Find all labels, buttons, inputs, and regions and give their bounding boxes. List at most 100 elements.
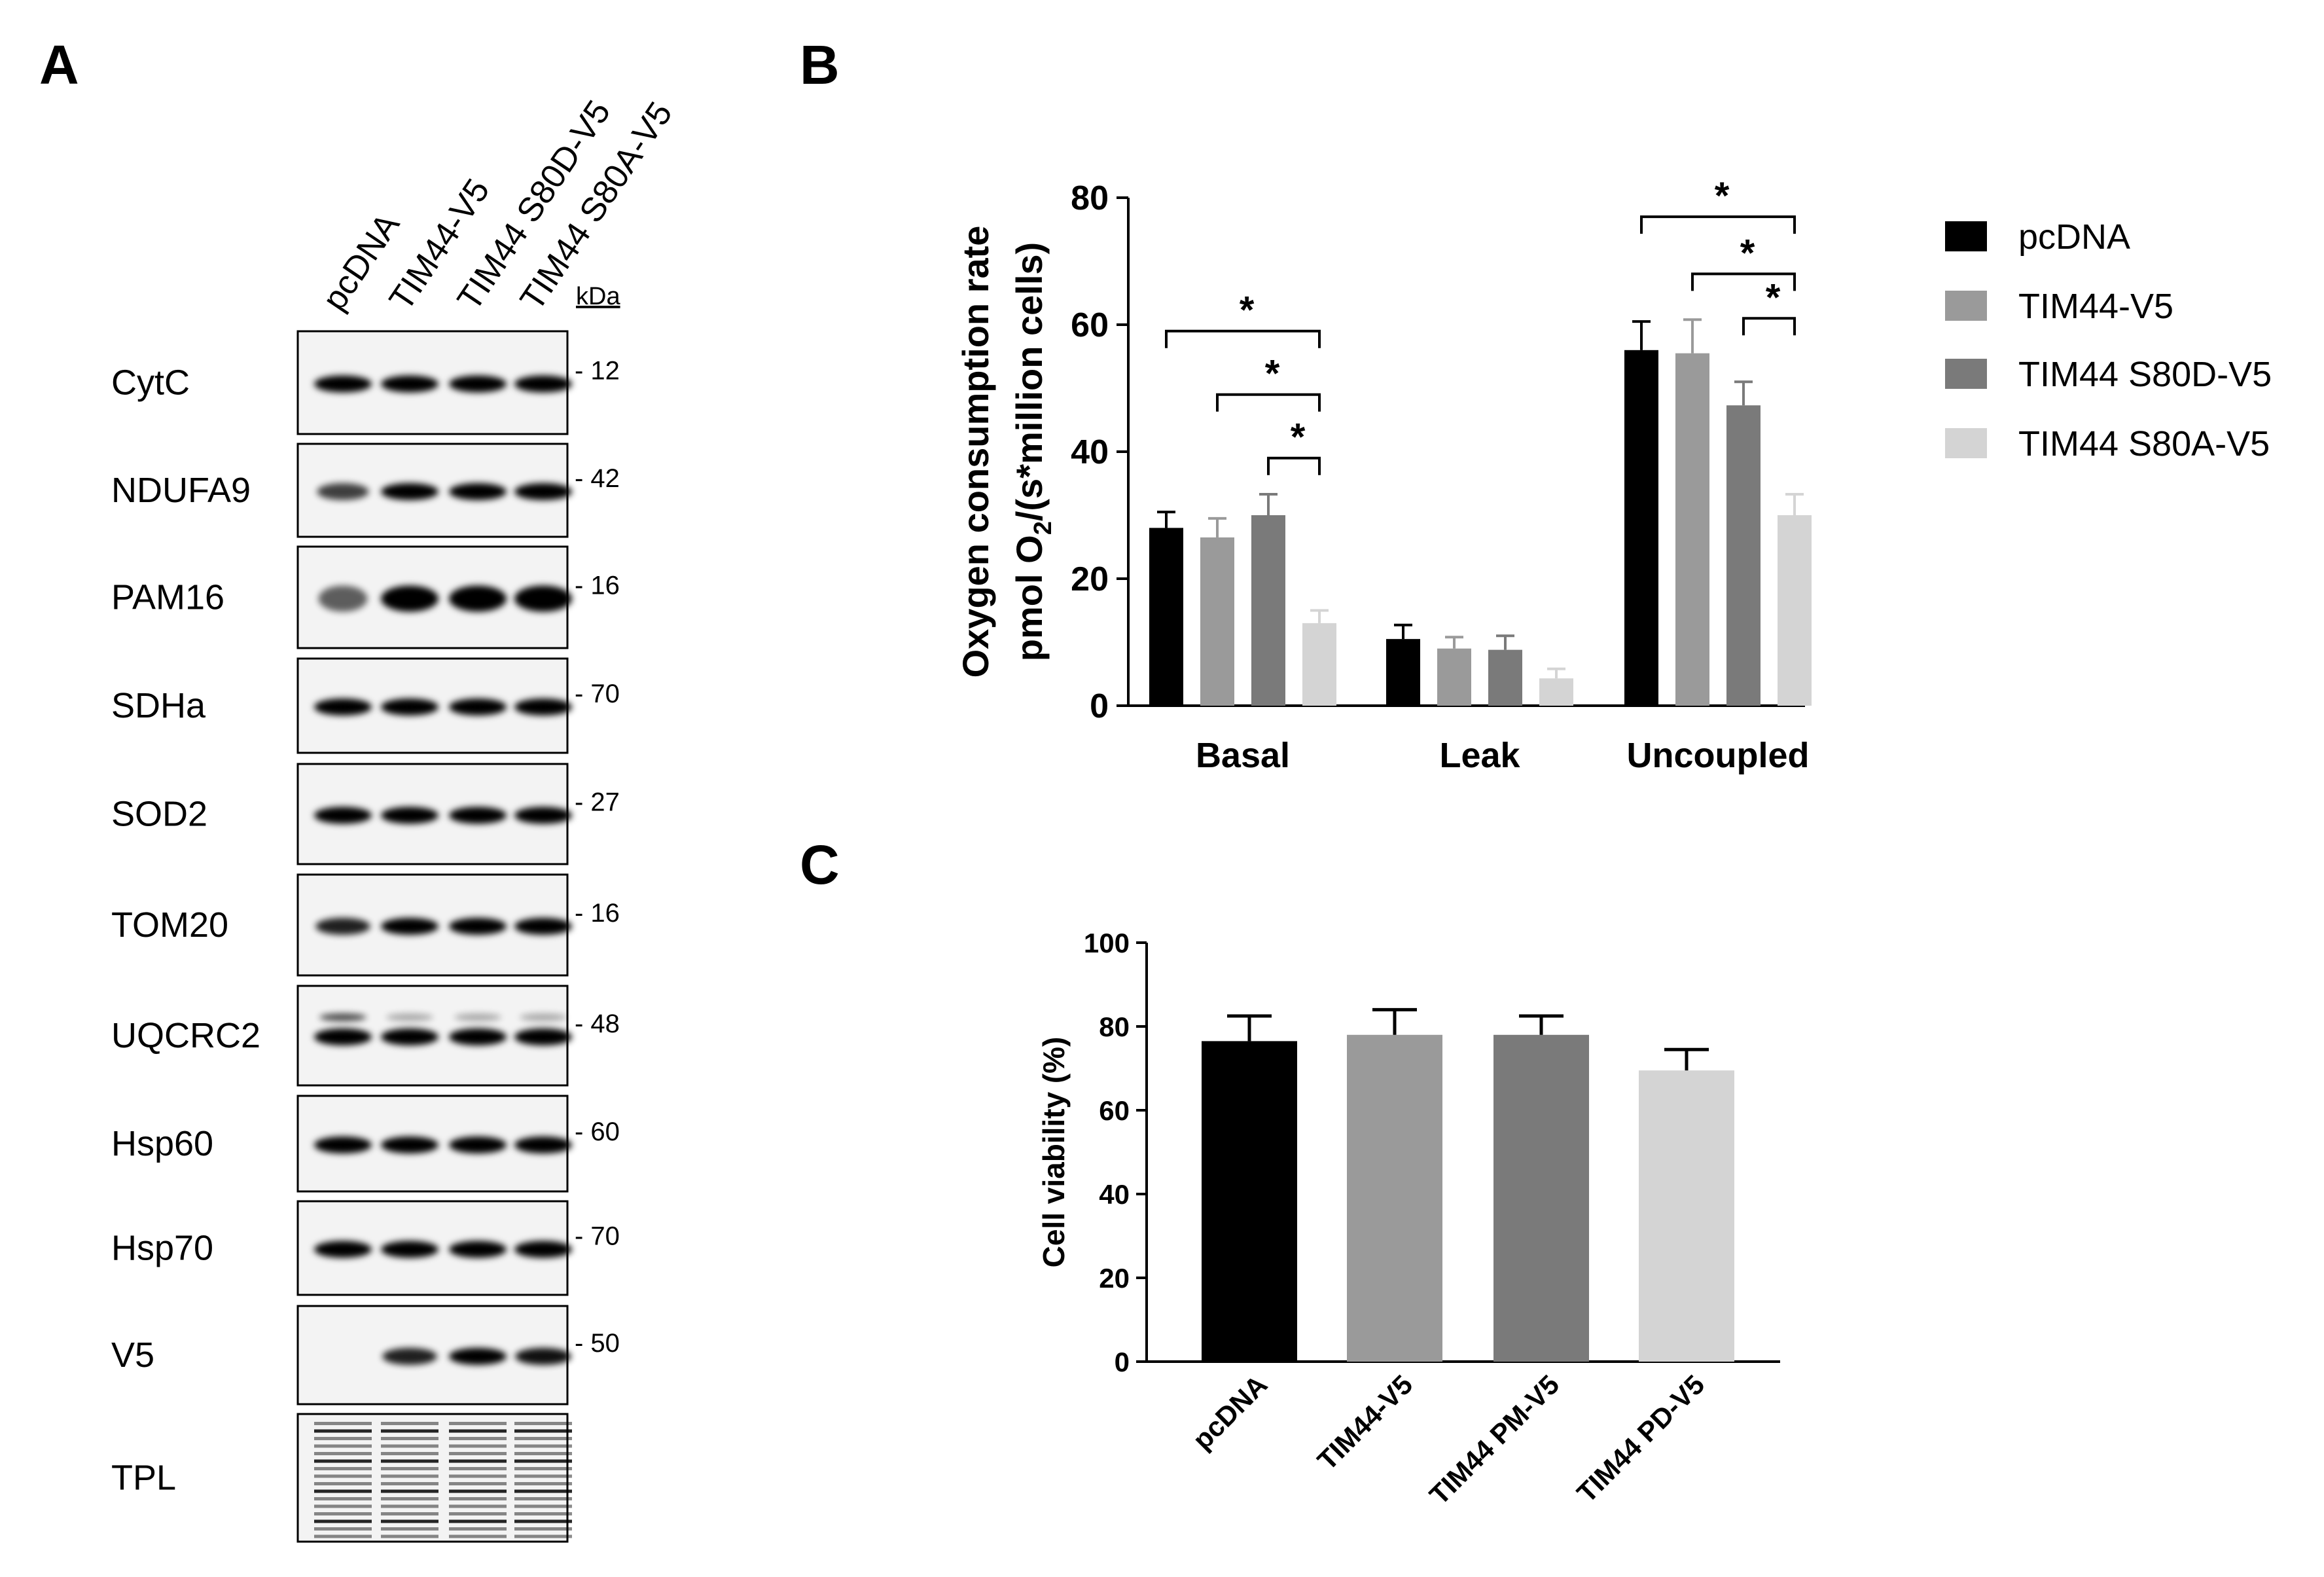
bar — [1726, 405, 1761, 706]
blot-band — [381, 375, 438, 393]
protein-label: SDHa — [111, 686, 206, 725]
tpl-band — [514, 1482, 572, 1485]
legend-swatch — [1945, 221, 1987, 251]
blot-band — [314, 375, 372, 393]
blot-band — [449, 1136, 507, 1153]
blot-band — [381, 483, 438, 500]
blot-band — [514, 375, 572, 393]
tpl-band — [381, 1437, 438, 1440]
tpl-band — [449, 1497, 507, 1500]
legend-swatch — [1945, 359, 1987, 389]
tpl-band — [381, 1452, 438, 1455]
tpl-band — [314, 1459, 372, 1463]
bar — [1624, 350, 1658, 706]
tpl-band — [314, 1489, 372, 1493]
tpl-band — [381, 1467, 438, 1470]
bar — [1200, 537, 1234, 706]
legend-label: TIM44 S80A-V5 — [2018, 424, 2270, 463]
blot-band — [382, 1348, 437, 1365]
oxygen-consumption-chart: 0 20 40 60 80 Oxygen consumption rate pmol O2/… — [955, 175, 2272, 775]
bar — [1149, 528, 1183, 706]
kda-header: kDa — [576, 283, 620, 310]
blot-band — [449, 1241, 507, 1258]
significance-star: * — [1240, 289, 1255, 332]
tpl-band — [314, 1467, 372, 1470]
kda-marker: - 42 — [575, 464, 620, 493]
bar — [1302, 623, 1336, 706]
blot-band — [449, 1028, 507, 1045]
tpl-band — [514, 1527, 572, 1531]
blot-band — [314, 1136, 372, 1153]
tpl-band — [449, 1534, 507, 1538]
legend-label: TIM44 S80D-V5 — [2018, 355, 2272, 394]
tpl-band — [314, 1452, 372, 1455]
blot-band — [317, 483, 369, 500]
tpl-band — [381, 1534, 438, 1538]
kda-marker: - 27 — [575, 788, 620, 817]
y-tick-label: 80 — [1099, 1011, 1130, 1042]
blot-band — [314, 698, 372, 716]
blot-band-upper — [319, 1013, 366, 1021]
category-label: TIM44 PD-V5 — [1571, 1369, 1710, 1508]
tpl-band — [449, 1452, 507, 1455]
tpl-band — [449, 1504, 507, 1508]
significance-star: * — [1715, 175, 1730, 217]
y-tick-label: 40 — [1071, 433, 1109, 471]
significance-star: * — [1265, 353, 1280, 395]
category-label: TIM44 PM-V5 — [1423, 1369, 1565, 1510]
kda-marker: - 16 — [575, 571, 620, 600]
bar — [1386, 639, 1420, 706]
tpl-band — [449, 1429, 507, 1433]
bar — [1639, 1070, 1734, 1362]
kda-marker: - 48 — [575, 1009, 620, 1038]
blot-band — [381, 1241, 438, 1258]
blot-band — [449, 585, 507, 612]
significance-bracket — [1267, 456, 1321, 475]
legend-swatch — [1945, 428, 1987, 458]
tpl-band — [314, 1497, 372, 1500]
y-tick-label: 0 — [1090, 687, 1109, 725]
significance-bracket — [1165, 329, 1321, 348]
blot-band — [318, 585, 368, 612]
tpl-band — [314, 1474, 372, 1478]
tpl-band — [449, 1422, 507, 1425]
blot-band — [381, 918, 438, 935]
tpl-band — [381, 1527, 438, 1531]
tpl-band — [514, 1489, 572, 1493]
blot-band — [314, 807, 372, 824]
tpl-band — [514, 1467, 572, 1470]
blot-band — [314, 1028, 372, 1045]
legend-label: pcDNA — [2018, 217, 2130, 257]
panel-a-letter: A — [39, 34, 79, 96]
blot-band — [381, 1028, 438, 1045]
blot-band — [514, 1241, 572, 1258]
tpl-band — [381, 1474, 438, 1478]
blot-band — [381, 698, 438, 716]
y-tick-label: 0 — [1115, 1347, 1130, 1377]
blot-band — [315, 918, 370, 935]
blot-band — [514, 807, 572, 824]
protein-label: V5 — [111, 1335, 154, 1375]
tpl-band — [514, 1497, 572, 1500]
tpl-band — [514, 1459, 572, 1463]
tpl-band — [314, 1444, 372, 1448]
blot-band — [381, 585, 438, 612]
protein-label: NDUFA9 — [111, 471, 251, 510]
blot-band — [515, 1348, 571, 1365]
tpl-band — [314, 1527, 372, 1531]
tpl-band — [381, 1422, 438, 1425]
tpl-band — [514, 1429, 572, 1433]
significance-star: * — [1740, 232, 1755, 274]
blot-band — [514, 1028, 572, 1045]
bar — [1539, 678, 1573, 706]
blot-band — [449, 375, 507, 393]
blot-band — [449, 1348, 507, 1365]
tpl-band — [381, 1519, 438, 1523]
blot-band — [514, 585, 572, 612]
tpl-band — [314, 1512, 372, 1515]
tpl-band — [314, 1437, 372, 1440]
significance-bracket — [1691, 272, 1796, 291]
blot-band — [514, 483, 572, 500]
